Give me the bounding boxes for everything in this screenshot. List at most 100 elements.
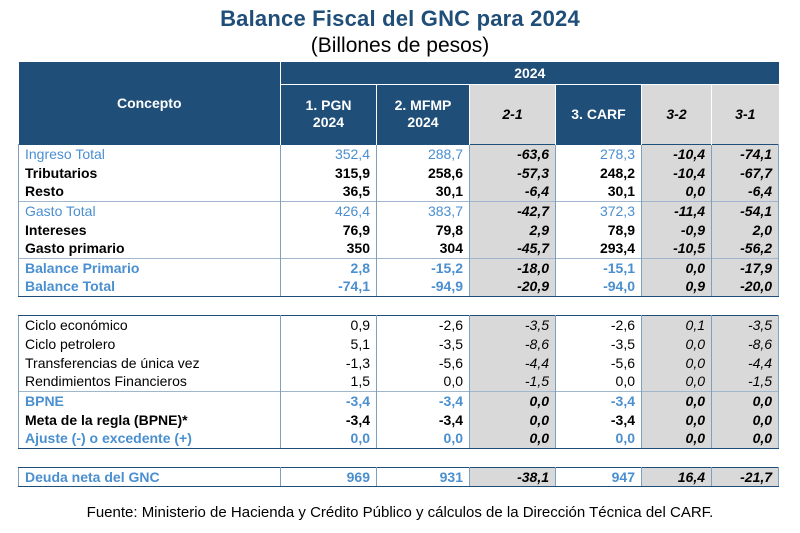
table-cell: -3,4 xyxy=(376,390,470,410)
table-cell: 0,0 xyxy=(641,334,712,353)
table-cell: -2,6 xyxy=(376,314,470,334)
table-cell: 0,0 xyxy=(711,390,780,410)
row-label: Gasto Total xyxy=(18,200,281,220)
table-row: Rendimientos Financieros 1,5 0,0 -1,5 0,0 0,0… xyxy=(18,372,780,391)
table-cell: -74,1 xyxy=(280,277,377,297)
table-cell: -3,4 xyxy=(555,410,642,429)
table-cell: -8,6 xyxy=(469,334,556,353)
header-concept: Concepto xyxy=(18,62,281,144)
header-year: 2024 xyxy=(280,62,779,85)
table-cell: 78,9 xyxy=(555,220,642,239)
table-cell: 2,0 xyxy=(711,220,780,239)
table-cell: -2,6 xyxy=(555,314,642,334)
table-cell: 278,3 xyxy=(555,143,642,163)
table-cell: -56,2 xyxy=(711,239,780,258)
row-label: Ajuste (-) o excedente (+) xyxy=(18,429,281,449)
table-cell: 258,6 xyxy=(376,163,470,182)
table-cell: 248,2 xyxy=(555,163,642,182)
table-cell: 0,0 xyxy=(555,372,642,391)
table-cell: 931 xyxy=(376,466,470,487)
header-col-diff-3-1: 3-1 xyxy=(711,84,779,144)
table-cell: 0,0 xyxy=(469,390,556,410)
table-cell: -5,6 xyxy=(376,353,470,372)
table-cell: 0,0 xyxy=(555,429,642,449)
table-row: Intereses 76,9 79,8 2,9 78,9 -0,9 2,0 xyxy=(18,220,780,239)
table-cell: -94,9 xyxy=(376,277,470,297)
header-col-mfmp: 2. MFMP 2024 xyxy=(376,84,470,144)
table-cell: -3,5 xyxy=(376,334,470,353)
table-cell: 0,0 xyxy=(641,410,712,429)
table-row: Transferencias de única vez -1,3 -5,6 -4,4-… xyxy=(18,353,780,372)
table-cell: -11,4 xyxy=(641,200,712,220)
table-cell: -3,4 xyxy=(376,410,470,429)
table-cell: 352,4 xyxy=(280,143,377,163)
page-subtitle: (Billones de pesos) xyxy=(310,34,490,57)
table-row: Ciclo petrolero 5,1 -3,5 -8,6 -3,5 0,0 -8,6 xyxy=(18,334,780,353)
table-row: Gasto primario 350 304 -45,7 293,4 -10,5 -56,2 xyxy=(18,239,780,258)
table-cell: 0,0 xyxy=(641,429,712,449)
table-cell: 0,0 xyxy=(376,429,470,449)
table-cell: -20,9 xyxy=(469,277,556,297)
row-label: Ciclo petrolero xyxy=(18,334,281,353)
row-label: Deuda neta del GNC xyxy=(18,466,281,487)
table-cell: -10,4 xyxy=(641,163,712,182)
table-cell: 5,1 xyxy=(280,334,377,353)
table-cell: -67,7 xyxy=(711,163,780,182)
row-label: Tributarios xyxy=(18,163,281,182)
table-cell: -57,3 xyxy=(469,163,556,182)
row-label: Balance Total xyxy=(18,277,281,297)
table-cell: 0,0 xyxy=(469,429,556,449)
table-cell: -38,1 xyxy=(469,466,556,487)
table-cell: 0,0 xyxy=(280,429,377,449)
table-cell: 0,0 xyxy=(641,182,712,201)
table-cell: -10,4 xyxy=(641,143,712,163)
table-cell: -4,4 xyxy=(469,353,556,372)
table-cell: 2,8 xyxy=(280,257,377,277)
table-cell: 36,5 xyxy=(280,182,377,201)
header-col-diff-2-1: 2-1 xyxy=(469,84,556,144)
table-cell: -45,7 xyxy=(469,239,556,258)
table-cell: -3,5 xyxy=(711,314,780,334)
table-cell: 30,1 xyxy=(376,182,470,201)
table-cell: 0,0 xyxy=(376,372,470,391)
table-row: BPNE -3,4 -3,4 0,0 -3,4 0,0 0,0 xyxy=(18,390,780,410)
row-label: Balance Primario xyxy=(18,257,281,277)
header-col-diff-3-2: 3-2 xyxy=(641,84,712,144)
table-cell: 288,7 xyxy=(376,143,470,163)
table-cell: 2,9 xyxy=(469,220,556,239)
table-cell: 30,1 xyxy=(555,182,642,201)
row-label: Gasto primario xyxy=(18,239,281,258)
table-cell: -15,1 xyxy=(555,257,642,277)
table-cell: 304 xyxy=(376,239,470,258)
table-cell: -42,7 xyxy=(469,200,556,220)
row-label: BPNE xyxy=(18,390,281,410)
table-cell: 372,3 xyxy=(555,200,642,220)
table-cell: 383,7 xyxy=(376,200,470,220)
table-cell: 0,0 xyxy=(469,410,556,429)
table-row: Resto 36,5 30,1 -6,4 30,1 0,0 -6,4 xyxy=(18,182,780,201)
row-label: Resto xyxy=(18,182,281,201)
table-cell: 76,9 xyxy=(280,220,377,239)
table-cell: 16,4 xyxy=(641,466,712,487)
table-cell: -17,9 xyxy=(711,257,780,277)
table-cell: -20,0 xyxy=(711,277,780,297)
table-cell: -1,3 xyxy=(280,353,377,372)
table-cell: 293,4 xyxy=(555,239,642,258)
row-label: Ingreso Total xyxy=(18,143,281,163)
fiscal-balance-table: Concepto 2024 1. PGN 2024 2. MFMP 2024 2-1… xyxy=(18,62,780,487)
table-cell: 0,1 xyxy=(641,314,712,334)
table-cell: -4,4 xyxy=(711,353,780,372)
table-row: Tributarios 315,9 258,6 -57,3 248,2 -10,4 -67,… xyxy=(18,163,780,182)
table-cell: 0,0 xyxy=(641,390,712,410)
table-row: Ciclo económico 0,9 -2,6 -3,5 -2,6 0,1 -3,5 xyxy=(18,314,780,334)
row-label: Transferencias de única vez xyxy=(18,353,281,372)
table-cell: -6,4 xyxy=(469,182,556,201)
table-cell: -74,1 xyxy=(711,143,780,163)
table-row: Balance Total -74,1 -94,9 -20,9 -94,0 0,9 -20,… xyxy=(18,277,780,297)
table-cell: -3,5 xyxy=(469,314,556,334)
page-title: Balance Fiscal del GNC para 2024 xyxy=(220,6,580,31)
table-cell: 1,5 xyxy=(280,372,377,391)
table-cell: -63,6 xyxy=(469,143,556,163)
header-col-carf: 3. CARF xyxy=(555,84,642,144)
header-col-pgn: 1. PGN 2024 xyxy=(280,84,377,144)
